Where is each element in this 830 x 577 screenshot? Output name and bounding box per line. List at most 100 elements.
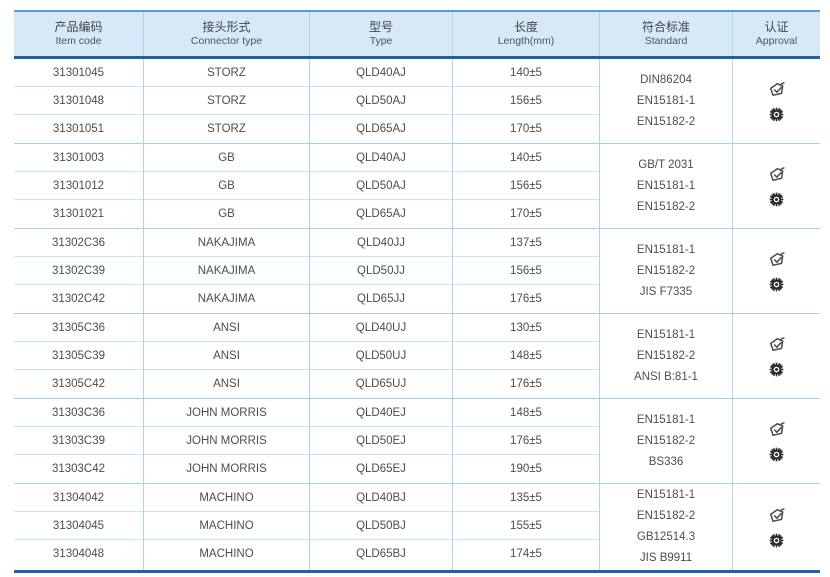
cell-item-code: 31303C36 (14, 399, 143, 427)
cell-item-code: 31301003 (14, 144, 143, 172)
standard-line: GB12514.3 (636, 531, 696, 543)
cell-connector-type: NAKAJIMA (197, 293, 256, 305)
cell-item-code: 31301048 (14, 87, 143, 115)
header-approval: 认证 Approval (733, 12, 820, 56)
cell-connector-type: MACHINO (199, 548, 254, 560)
group-col-type: QLD40BJ QLD50BJ QLD65BJ (310, 484, 453, 570)
standard-line: ANSI B:81-1 (634, 370, 698, 383)
cell-connector-type: GB (218, 208, 235, 220)
cell-item-code: 31305C42 (51, 378, 106, 390)
certificate-stamp-icon (769, 507, 785, 522)
cell-length: 155±5 (453, 512, 599, 540)
standard-line: JIS B9911 (639, 552, 693, 564)
cell-type: QLD65EJ (356, 463, 406, 475)
cell-type: QLD40AJ (310, 144, 452, 172)
group-col-connector-type: NAKAJIMA NAKAJIMA NAKAJIMA (144, 229, 310, 313)
cell-length: 140±5 (453, 59, 599, 87)
cell-type: QLD50AJ (310, 172, 452, 200)
certificate-stamp-icon (769, 336, 785, 351)
standards-cell: EN15181-1 EN15182-2 GB12514.3 JIS B9911 (600, 484, 733, 570)
header-length: 长度 Length(mm) (453, 12, 600, 56)
cell-length: 130±5 (453, 314, 599, 342)
group-col-connector-type: ANSI ANSI ANSI (144, 314, 310, 398)
standard-line: BS336 (648, 455, 684, 468)
cell-connector-type: STORZ (144, 87, 309, 115)
cell-length: 148±5 (453, 399, 599, 427)
header-length-zh: 长度 (513, 20, 538, 34)
cell-connector-type: ANSI (144, 342, 309, 370)
cell-connector-type: GB (144, 172, 309, 200)
group-col-connector-type: STORZ STORZ STORZ (144, 59, 310, 143)
cell-connector-type: MACHINO (144, 484, 309, 512)
approval-cell (733, 314, 820, 398)
group-col-item-code: 31301045 31301048 31301051 (14, 59, 144, 143)
cell-connector-type: ANSI (213, 378, 240, 390)
cell-item-code: 31303C42 (51, 463, 106, 475)
cell-length: 176±5 (510, 293, 542, 305)
cell-length: 176±5 (510, 378, 542, 390)
cell-connector-type: JOHN MORRIS (144, 399, 309, 427)
group-col-type: QLD40AJ QLD50AJ QLD65AJ (310, 144, 453, 228)
cell-connector-type: JOHN MORRIS (144, 427, 309, 455)
table-group: 31302C36 31302C39 31302C42 NAKAJIMA NAKAJIM… (14, 229, 820, 314)
cell-connector-type: GB (144, 144, 309, 172)
group-col-connector-type: GB GB GB (144, 144, 310, 228)
header-connector-type-zh: 接头形式 (202, 20, 251, 34)
group-col-length: 137±5 156±5 176±5 (453, 229, 600, 313)
cell-item-code: 31304045 (14, 512, 143, 540)
cell-item-code: 31302C42 (51, 293, 106, 305)
standards-cell: DIN86204 EN15181-1 EN15182-2 (600, 59, 733, 143)
wheelmark-gear-icon (769, 533, 784, 547)
cell-type: QLD50BJ (310, 512, 452, 540)
cell-item-code: 31305C39 (14, 342, 143, 370)
cell-connector-type: STORZ (207, 123, 246, 135)
table-group: 31305C36 31305C39 31305C42 ANSI ANSI ANSI QL… (14, 314, 820, 399)
cell-type: QLD65BJ (356, 548, 406, 560)
cell-length: 174±5 (510, 548, 542, 560)
cell-item-code: 31305C36 (14, 314, 143, 342)
standards-cell: EN15181-1 EN15182-2 BS336 (600, 399, 733, 483)
cell-type: QLD65JJ (357, 293, 405, 305)
table-group: 31301045 31301048 31301051 STORZ STORZ STORZ… (14, 59, 820, 144)
header-item-code-en: Item code (55, 35, 102, 47)
cell-connector-type: NAKAJIMA (144, 257, 309, 285)
header-standard: 符合标准 Standard (600, 12, 733, 56)
standard-line: EN15182-2 (636, 115, 696, 128)
group-col-connector-type: MACHINO MACHINO MACHINO (144, 484, 310, 570)
standards-cell: EN15181-1 EN15182-2 ANSI B:81-1 (600, 314, 733, 398)
group-col-length: 140±5 156±5 170±5 (453, 144, 600, 228)
product-table: 产品编码 Item code 接头形式 Connector type 型号 Ty… (14, 10, 820, 573)
standard-line: EN15181-1 (636, 94, 696, 107)
group-col-type: QLD40JJ QLD50JJ QLD65JJ (310, 229, 453, 313)
certificate-stamp-icon (769, 421, 785, 436)
approval-cell (733, 229, 820, 313)
cell-connector-type: STORZ (144, 59, 309, 87)
group-col-type: QLD40UJ QLD50UJ QLD65UJ (310, 314, 453, 398)
table-group: 31301003 31301012 31301021 GB GB GB QLD40AJ Q… (14, 144, 820, 229)
cell-type: QLD65AJ (356, 123, 406, 135)
standard-line: EN15181-1 (636, 413, 696, 426)
standard-line: EN15182-2 (636, 200, 696, 213)
approval-cell (733, 399, 820, 483)
standard-line: EN15181-1 (636, 243, 696, 256)
group-col-item-code: 31305C36 31305C39 31305C42 (14, 314, 144, 398)
group-col-length: 148±5 176±5 190±5 (453, 399, 600, 483)
cell-type: QLD50UJ (310, 342, 452, 370)
cell-length: 156±5 (453, 172, 599, 200)
cell-item-code: 31304048 (52, 548, 105, 560)
cell-type: QLD40AJ (310, 59, 452, 87)
wheelmark-gear-icon (769, 277, 784, 291)
standard-line: EN15181-1 (636, 179, 696, 192)
group-col-type: QLD40EJ QLD50EJ QLD65EJ (310, 399, 453, 483)
cell-length: 156±5 (453, 87, 599, 115)
cell-type: QLD65AJ (356, 208, 406, 220)
standard-line: EN15182-2 (636, 510, 696, 522)
standard-line: EN15182-2 (636, 349, 696, 362)
header-standard-zh: 符合标准 (641, 20, 690, 34)
cell-length: 190±5 (510, 463, 542, 475)
approval-cell (733, 59, 820, 143)
header-approval-en: Approval (755, 35, 798, 47)
cell-connector-type: NAKAJIMA (144, 229, 309, 257)
header-connector-type-en: Connector type (190, 35, 263, 47)
group-col-connector-type: JOHN MORRIS JOHN MORRIS JOHN MORRIS (144, 399, 310, 483)
